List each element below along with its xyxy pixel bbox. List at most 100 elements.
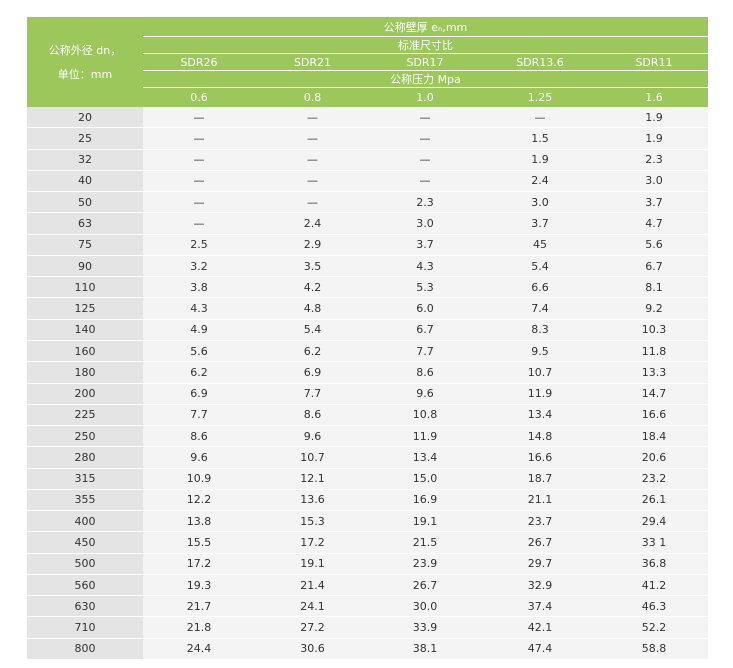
value-cell: — bbox=[143, 213, 255, 235]
size-cell: 140 bbox=[27, 319, 143, 341]
size-cell: 50 bbox=[27, 192, 143, 214]
value-cell: 2.4 bbox=[255, 213, 370, 235]
value-cell: 11.9 bbox=[370, 426, 480, 448]
value-cell: 21.8 bbox=[143, 617, 255, 639]
size-cell: 40 bbox=[27, 170, 143, 193]
pressure-cell: 1.6 bbox=[600, 88, 708, 107]
value-cell: 17.2 bbox=[143, 553, 255, 575]
value-cell: 24.4 bbox=[143, 638, 255, 661]
value-cell: 38.1 bbox=[370, 638, 480, 661]
size-cell: 160 bbox=[27, 340, 143, 363]
pressure-cell: 1.25 bbox=[480, 88, 600, 107]
sdr-cell: SDR17 bbox=[370, 54, 480, 71]
value-cell: — bbox=[143, 192, 255, 214]
value-cell: 4.3 bbox=[370, 255, 480, 278]
value-cell: 15.5 bbox=[143, 532, 255, 554]
value-cell: 46.3 bbox=[600, 596, 708, 618]
value-cell: 29.4 bbox=[600, 511, 708, 533]
value-cell: 1.9 bbox=[600, 128, 708, 150]
size-cell: 355 bbox=[27, 489, 143, 512]
value-cell: 19.3 bbox=[143, 574, 255, 597]
size-cell: 20 bbox=[27, 107, 143, 129]
value-cell: 1.5 bbox=[480, 128, 600, 150]
value-cell: — bbox=[370, 170, 480, 193]
value-cell: — bbox=[370, 128, 480, 150]
value-cell: 7.4 bbox=[480, 298, 600, 320]
value-cell: — bbox=[255, 170, 370, 193]
value-cell: — bbox=[480, 107, 600, 129]
value-cell: 9.2 bbox=[600, 298, 708, 320]
value-cell: 4.8 bbox=[255, 298, 370, 320]
size-cell: 710 bbox=[27, 617, 143, 639]
value-cell: 5.4 bbox=[255, 319, 370, 341]
value-cell: 36.8 bbox=[600, 553, 708, 575]
value-cell: 3.2 bbox=[143, 255, 255, 278]
value-cell: 9.6 bbox=[255, 426, 370, 448]
value-cell: 17.2 bbox=[255, 532, 370, 554]
value-cell: 3.8 bbox=[143, 277, 255, 299]
value-cell: 10.3 bbox=[600, 319, 708, 341]
value-cell: 21.4 bbox=[255, 574, 370, 597]
value-cell: 6.0 bbox=[370, 298, 480, 320]
value-cell: 10.7 bbox=[255, 447, 370, 469]
value-cell: 5.3 bbox=[370, 277, 480, 299]
size-cell: 75 bbox=[27, 234, 143, 256]
value-cell: 8.6 bbox=[143, 426, 255, 448]
value-cell: 45 bbox=[480, 234, 600, 256]
value-cell: 2.4 bbox=[480, 170, 600, 193]
size-cell: 63 bbox=[27, 213, 143, 235]
value-cell: 41.2 bbox=[600, 574, 708, 597]
value-cell: — bbox=[143, 149, 255, 171]
pressure-cell: 0.8 bbox=[255, 88, 370, 107]
value-cell: 6.2 bbox=[143, 362, 255, 384]
value-cell: 8.1 bbox=[600, 277, 708, 299]
value-cell: 9.6 bbox=[143, 447, 255, 469]
value-cell: 33.9 bbox=[370, 617, 480, 639]
value-cell: 9.6 bbox=[370, 383, 480, 405]
value-cell: — bbox=[143, 107, 255, 129]
value-cell: 13.3 bbox=[600, 362, 708, 384]
wall-header: 公称壁厚 eₙ,mm bbox=[143, 17, 708, 37]
value-cell: 47.4 bbox=[480, 638, 600, 661]
value-cell: 3.7 bbox=[480, 213, 600, 235]
pressure-cell: 1.0 bbox=[370, 88, 480, 107]
value-cell: — bbox=[255, 128, 370, 150]
value-cell: 21.5 bbox=[370, 532, 480, 554]
sdr-cell: SDR13.6 bbox=[480, 54, 600, 71]
value-cell: 8.6 bbox=[255, 404, 370, 427]
value-cell: 6.7 bbox=[370, 319, 480, 341]
value-cell: — bbox=[143, 128, 255, 150]
value-cell: 8.3 bbox=[480, 319, 600, 341]
value-cell: 7.7 bbox=[370, 340, 480, 363]
value-cell: — bbox=[255, 149, 370, 171]
size-cell: 400 bbox=[27, 511, 143, 533]
pressure-title: 公称压力 Mpa bbox=[143, 71, 708, 88]
value-cell: 23.7 bbox=[480, 511, 600, 533]
value-cell: 2.3 bbox=[370, 192, 480, 214]
value-cell: 15.0 bbox=[370, 468, 480, 490]
size-cell: 110 bbox=[27, 277, 143, 299]
value-cell: 24.1 bbox=[255, 596, 370, 618]
value-cell: 16.9 bbox=[370, 489, 480, 512]
value-cell: 4.7 bbox=[600, 213, 708, 235]
value-cell: 3.7 bbox=[370, 234, 480, 256]
size-cell: 280 bbox=[27, 447, 143, 469]
sdr-cell: SDR26 bbox=[143, 54, 255, 71]
size-cell: 500 bbox=[27, 553, 143, 575]
size-cell: 200 bbox=[27, 383, 143, 405]
value-cell: 52.2 bbox=[600, 617, 708, 639]
size-cell: 225 bbox=[27, 404, 143, 427]
value-cell: — bbox=[255, 107, 370, 129]
value-cell: 14.7 bbox=[600, 383, 708, 405]
value-cell: 23.2 bbox=[600, 468, 708, 490]
value-cell: 11.9 bbox=[480, 383, 600, 405]
value-cell: 18.4 bbox=[600, 426, 708, 448]
value-cell: 4.9 bbox=[143, 319, 255, 341]
value-cell: 29.7 bbox=[480, 553, 600, 575]
value-cell: 3.0 bbox=[370, 213, 480, 235]
value-cell: 6.7 bbox=[600, 255, 708, 278]
value-cell: 5.6 bbox=[143, 340, 255, 363]
value-cell: 7.7 bbox=[255, 383, 370, 405]
value-cell: 13.4 bbox=[370, 447, 480, 469]
